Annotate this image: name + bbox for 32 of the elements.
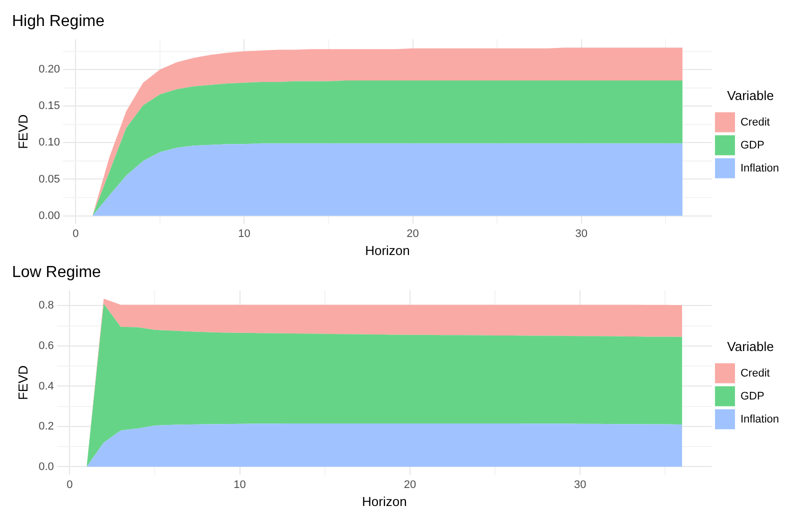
chart-title: Low Regime — [12, 264, 102, 282]
y-tick-label: 0.8 — [38, 300, 54, 312]
x-axis-title: Horizon — [362, 494, 407, 509]
y-tick-label: 0.0 — [38, 460, 54, 473]
y-tick-label: 0.05 — [38, 173, 60, 186]
legend-label: GDP — [740, 139, 764, 152]
legend-label: Inflation — [740, 413, 780, 426]
y-axis-title: FEVD — [15, 365, 30, 400]
legend-label: GDP — [740, 390, 764, 402]
y-tick-label: 0.00 — [38, 210, 60, 222]
legend-label: Credit — [740, 367, 770, 380]
legend-title: Variable — [727, 88, 774, 103]
x-tick-label: 20 — [406, 228, 419, 240]
x-tick-label: 20 — [404, 478, 416, 491]
x-tick-label: 0 — [66, 478, 73, 491]
legend-label: Inflation — [740, 162, 780, 174]
legend-title: Variable — [727, 338, 774, 354]
x-tick-label: 10 — [234, 478, 246, 491]
x-axis-title: Horizon — [365, 242, 410, 258]
y-tick-label: 0.20 — [38, 64, 60, 76]
x-tick-label: 30 — [575, 228, 588, 240]
x-tick-label: 10 — [238, 228, 250, 240]
y-axis-title: FEVD — [15, 114, 30, 150]
y-tick-label: 0.4 — [38, 380, 54, 392]
y-tick-label: 0.10 — [38, 136, 60, 149]
y-tick-label: 0.15 — [38, 100, 60, 112]
y-tick-label: 0.6 — [38, 340, 54, 352]
legend-label: Credit — [740, 116, 770, 128]
x-tick-label: 30 — [574, 478, 586, 491]
x-tick-label: 0 — [72, 228, 79, 240]
y-tick-label: 0.2 — [38, 420, 54, 433]
chart-title: High Regime — [12, 13, 105, 30]
